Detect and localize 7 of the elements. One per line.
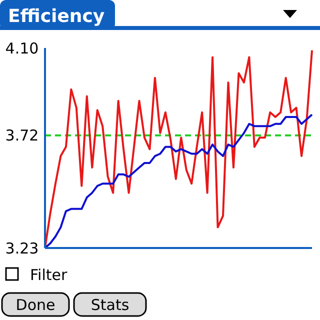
text: Filter <box>30 266 68 284</box>
y-tick-label: 3.72 <box>5 126 39 145</box>
chart-title: Efficiency <box>8 6 105 27</box>
y-tick-label: 4.10 <box>5 39 39 58</box>
text: Done <box>16 296 56 314</box>
text: Stats <box>90 296 130 314</box>
y-tick-label: 3.23 <box>5 239 39 258</box>
